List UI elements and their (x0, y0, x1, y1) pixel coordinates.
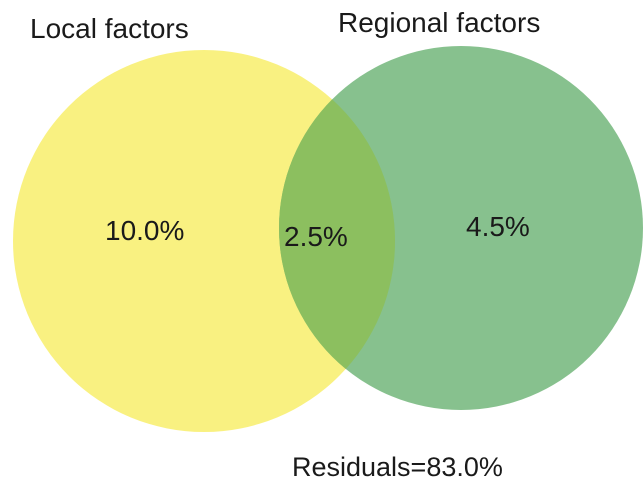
residuals-label: Residuals=83.0% (292, 452, 503, 481)
overlap-value: 2.5% (284, 221, 348, 252)
local-factors-title: Local factors (30, 13, 189, 44)
regional-only-value: 4.5% (466, 211, 530, 242)
regional-factors-title: Regional factors (338, 7, 540, 38)
local-only-value: 10.0% (105, 215, 184, 246)
